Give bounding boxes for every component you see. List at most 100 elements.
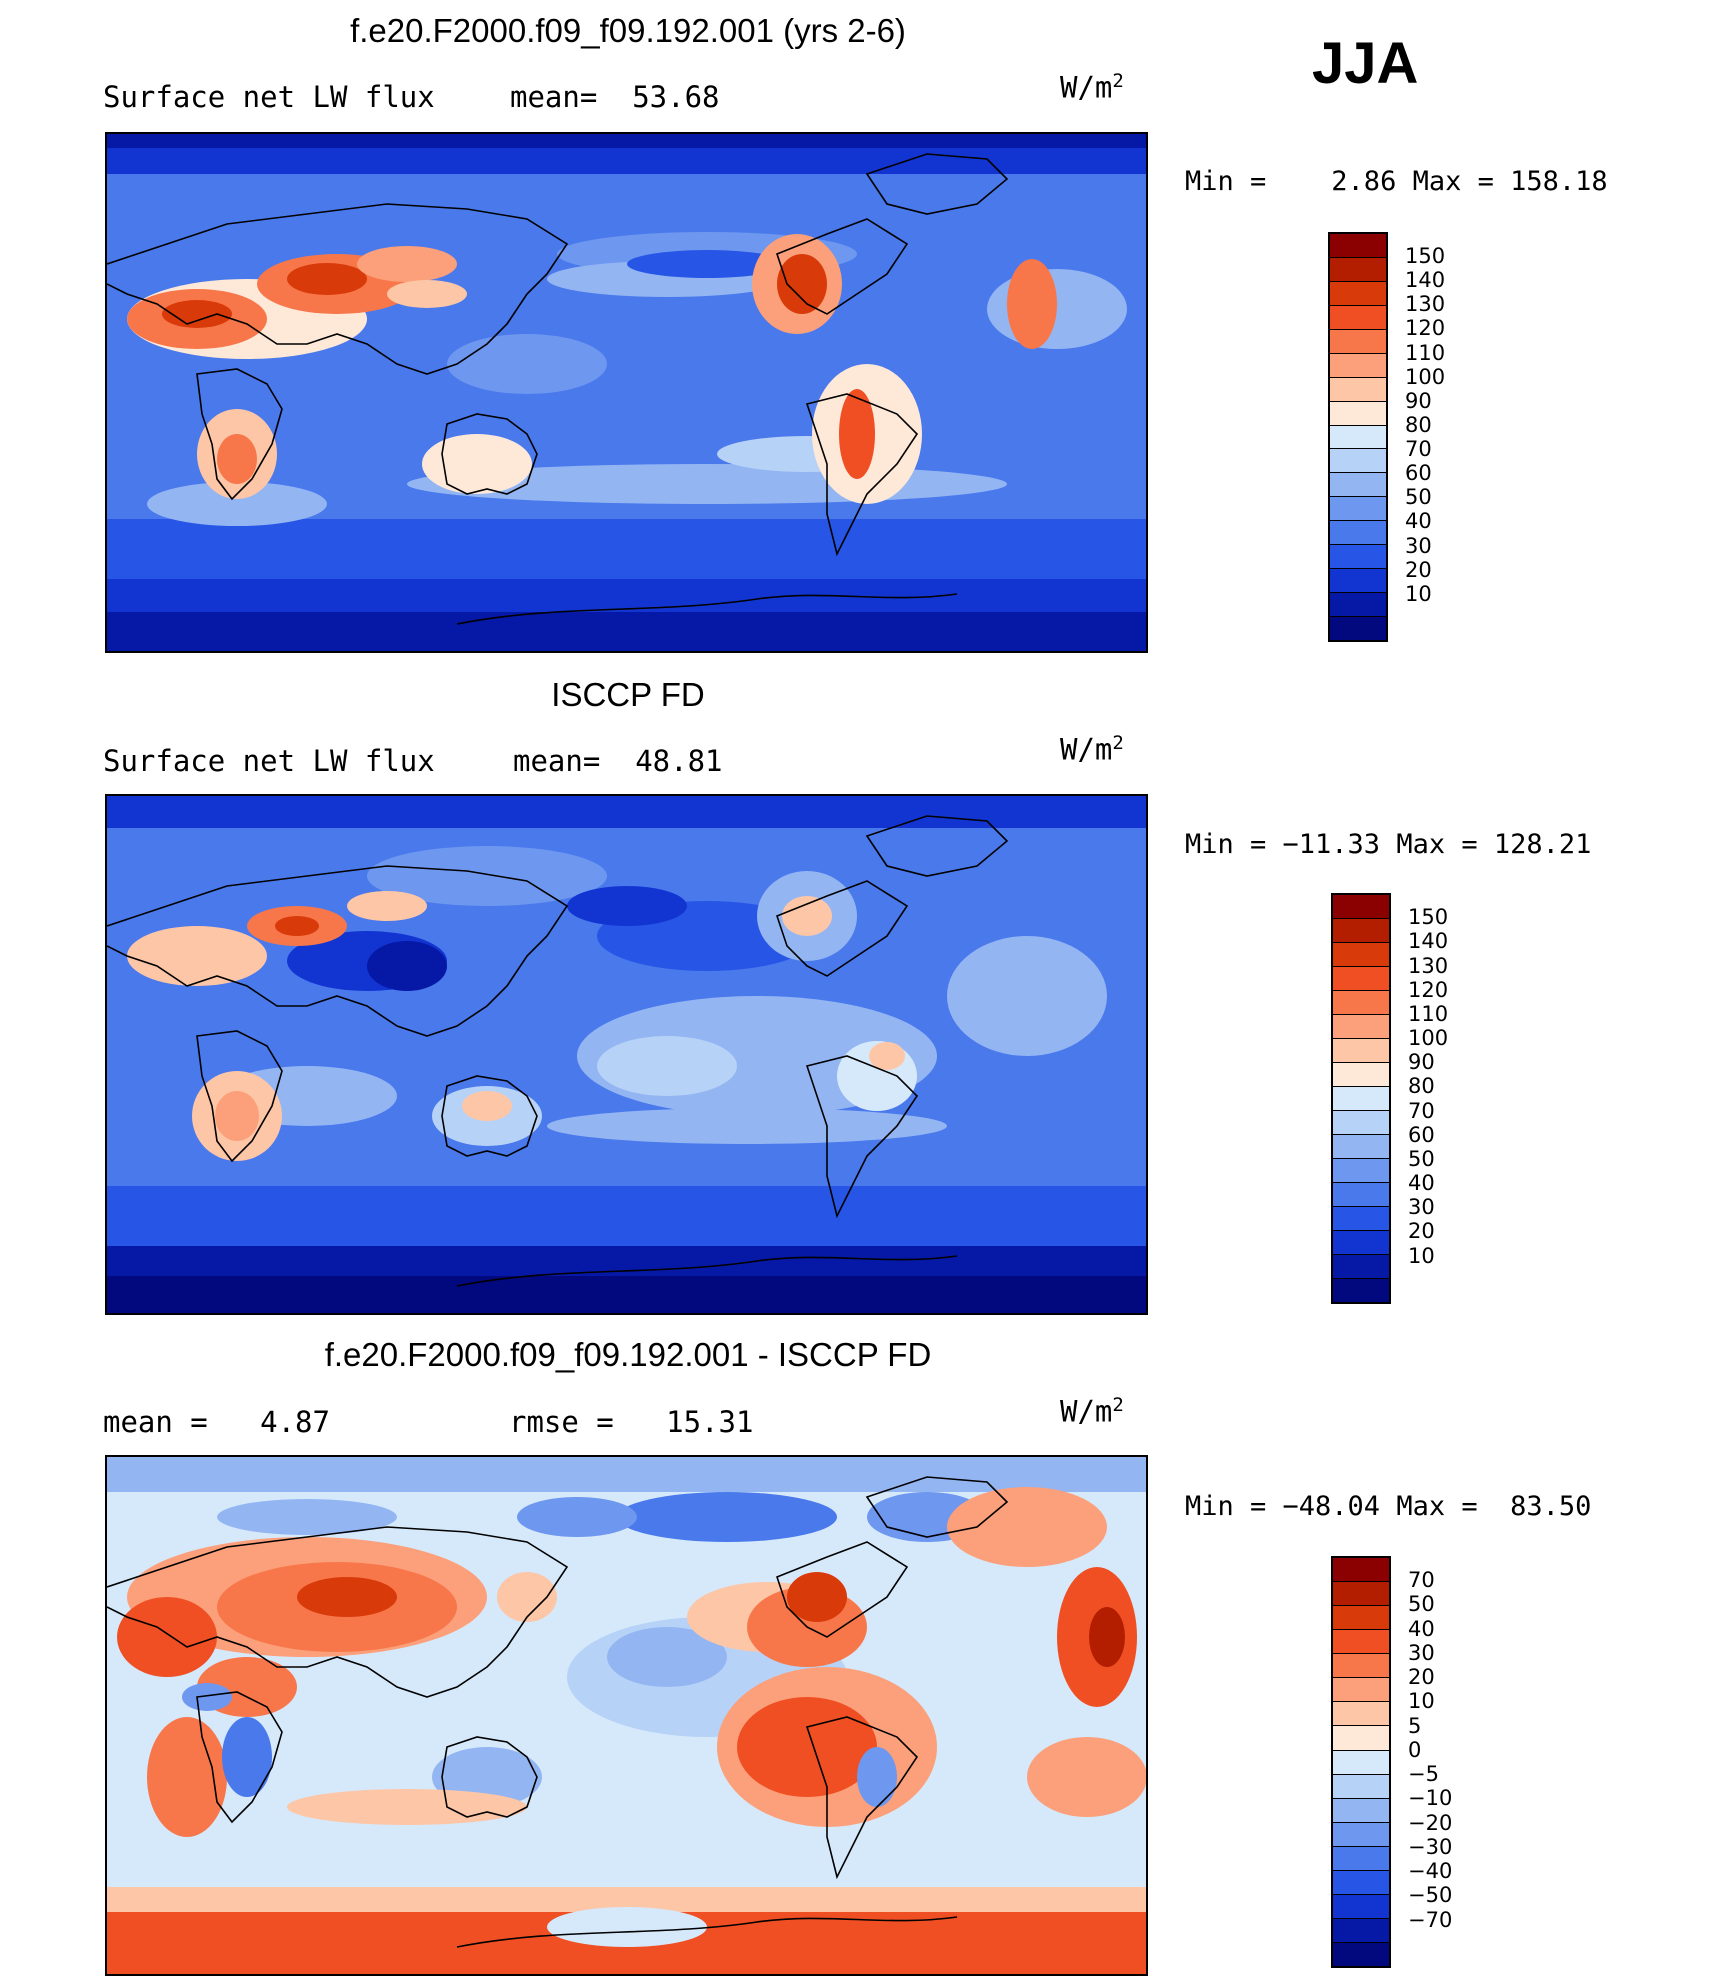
colorbar-tick-label: 120 bbox=[1408, 977, 1449, 1002]
colorbar-swatch bbox=[1333, 943, 1389, 967]
colorbar-swatch bbox=[1330, 401, 1386, 426]
colorbar-swatch bbox=[1333, 1630, 1389, 1655]
panel-1-colorbar-labels: 150 140 130 120 110 100 90 80 70 60 50 40 30 20 10 bbox=[1405, 232, 1485, 642]
colorbar-swatch bbox=[1333, 1111, 1389, 1135]
colorbar-swatch bbox=[1333, 1654, 1389, 1679]
panel-3-rmse: rmse = 15.31 bbox=[509, 1405, 754, 1439]
colorbar-tick-label: 110 bbox=[1405, 340, 1446, 365]
colorbar-tick-label: 70 bbox=[1408, 1098, 1435, 1123]
colorbar-tick-label: −50 bbox=[1408, 1883, 1453, 1908]
colorbar-swatch bbox=[1330, 569, 1386, 594]
colorbar-tick-label: −40 bbox=[1408, 1859, 1453, 1884]
colorbar-swatch bbox=[1333, 1943, 1389, 1967]
colorbar-swatch bbox=[1333, 1558, 1389, 1583]
colorbar-swatch bbox=[1333, 1750, 1389, 1775]
colorbar-swatch bbox=[1333, 1726, 1389, 1751]
colorbar-swatch bbox=[1333, 1087, 1389, 1111]
colorbar-swatch bbox=[1333, 1678, 1389, 1703]
colorbar-tick-label: 70 bbox=[1408, 1568, 1435, 1593]
panel-1-units-base: W/m bbox=[1060, 70, 1113, 105]
colorbar-tick-label: 50 bbox=[1408, 1146, 1435, 1171]
colorbar-swatch bbox=[1333, 1894, 1389, 1919]
panel-1-title: f.e20.F2000.f09_f09.192.001 (yrs 2-6) bbox=[350, 12, 906, 49]
panel-3-min-max: Min = −48.04 Max = 83.50 bbox=[1185, 1491, 1592, 1522]
colorbar-tick-label: 20 bbox=[1405, 557, 1432, 582]
colorbar-tick-label: −30 bbox=[1408, 1834, 1453, 1859]
colorbar-tick-label: 0 bbox=[1408, 1737, 1422, 1762]
panel-3-units: W/m2 bbox=[1060, 1394, 1124, 1429]
colorbar-tick-label: 60 bbox=[1405, 461, 1432, 486]
panel-3-colorbar bbox=[1331, 1556, 1391, 1968]
season-label: JJA bbox=[1312, 31, 1419, 96]
colorbar-tick-label: 40 bbox=[1408, 1171, 1435, 1196]
colorbar-swatch bbox=[1330, 305, 1386, 330]
panel-2-units-base: W/m bbox=[1060, 732, 1113, 767]
colorbar-tick-label: 10 bbox=[1405, 581, 1432, 606]
colorbar-swatch bbox=[1330, 545, 1386, 570]
colorbar-swatch bbox=[1333, 1774, 1389, 1799]
colorbar-tick-label: 40 bbox=[1405, 509, 1432, 534]
panel-1-variable-label: Surface net LW flux bbox=[103, 80, 435, 114]
colorbar-tick-label: 100 bbox=[1405, 364, 1446, 389]
colorbar-swatch bbox=[1330, 377, 1386, 402]
colorbar-swatch bbox=[1330, 234, 1386, 258]
colorbar-swatch bbox=[1330, 329, 1386, 354]
colorbar-swatch bbox=[1333, 1039, 1389, 1063]
colorbar-swatch bbox=[1330, 257, 1386, 282]
colorbar-swatch bbox=[1330, 281, 1386, 306]
colorbar-swatch bbox=[1330, 353, 1386, 378]
colorbar-swatch bbox=[1330, 617, 1386, 640]
panel-2-mean: mean= 48.81 bbox=[513, 744, 723, 778]
panel-2-colorbar bbox=[1331, 893, 1391, 1304]
colorbar-swatch bbox=[1333, 1606, 1389, 1631]
colorbar-tick-label: 140 bbox=[1405, 268, 1446, 293]
colorbar-swatch bbox=[1333, 1255, 1389, 1279]
colorbar-swatch bbox=[1333, 1207, 1389, 1231]
colorbar-tick-label: 120 bbox=[1405, 316, 1446, 341]
panel-1-min-max: Min = 2.86 Max = 158.18 bbox=[1185, 166, 1608, 197]
colorbar-swatch bbox=[1333, 1702, 1389, 1727]
colorbar-tick-label: 10 bbox=[1408, 1689, 1435, 1714]
colorbar-swatch bbox=[1330, 497, 1386, 522]
colorbar-swatch bbox=[1333, 1918, 1389, 1943]
colorbar-swatch bbox=[1330, 593, 1386, 617]
colorbar-tick-label: −20 bbox=[1408, 1810, 1453, 1835]
colorbar-swatch bbox=[1333, 895, 1389, 919]
colorbar-tick-label: 10 bbox=[1408, 1243, 1435, 1268]
colorbar-tick-label: 50 bbox=[1405, 485, 1432, 510]
colorbar-swatch bbox=[1333, 1822, 1389, 1847]
panel-2-min-max: Min = −11.33 Max = 128.21 bbox=[1185, 829, 1592, 860]
panel-2-map-field bbox=[107, 796, 1146, 1313]
panel-3-units-base: W/m bbox=[1060, 1394, 1113, 1429]
panel-3-map bbox=[105, 1455, 1148, 1976]
colorbar-swatch bbox=[1333, 991, 1389, 1015]
panel-3-map-field bbox=[107, 1457, 1146, 1974]
colorbar-tick-label: 20 bbox=[1408, 1665, 1435, 1690]
colorbar-tick-label: 110 bbox=[1408, 1001, 1449, 1026]
colorbar-tick-label: 80 bbox=[1408, 1074, 1435, 1099]
colorbar-swatch bbox=[1330, 473, 1386, 498]
colorbar-tick-label: 20 bbox=[1408, 1219, 1435, 1244]
panel-2-title: ISCCP FD bbox=[551, 676, 705, 713]
colorbar-tick-label: 60 bbox=[1408, 1122, 1435, 1147]
panel-2-units-exponent: 2 bbox=[1112, 732, 1124, 754]
colorbar-tick-label: 40 bbox=[1408, 1616, 1435, 1641]
colorbar-tick-label: 150 bbox=[1405, 244, 1446, 269]
panel-3-units-exponent: 2 bbox=[1112, 1394, 1124, 1416]
panel-1-map-field bbox=[107, 134, 1146, 651]
colorbar-swatch bbox=[1333, 1159, 1389, 1183]
panel-2-map bbox=[105, 794, 1148, 1315]
colorbar-tick-label: 30 bbox=[1408, 1640, 1435, 1665]
colorbar-tick-label: 100 bbox=[1408, 1026, 1449, 1051]
colorbar-swatch bbox=[1333, 1183, 1389, 1207]
colorbar-swatch bbox=[1333, 1582, 1389, 1607]
colorbar-swatch bbox=[1330, 425, 1386, 450]
colorbar-tick-label: 130 bbox=[1408, 953, 1449, 978]
colorbar-swatch bbox=[1333, 1846, 1389, 1871]
colorbar-swatch bbox=[1333, 1798, 1389, 1823]
panel-1-map bbox=[105, 132, 1148, 653]
colorbar-tick-label: −70 bbox=[1408, 1907, 1453, 1932]
panel-2-units: W/m2 bbox=[1060, 732, 1124, 767]
panel-1-units: W/m2 bbox=[1060, 70, 1124, 105]
panel-3-mean: mean = 4.87 bbox=[103, 1405, 330, 1439]
